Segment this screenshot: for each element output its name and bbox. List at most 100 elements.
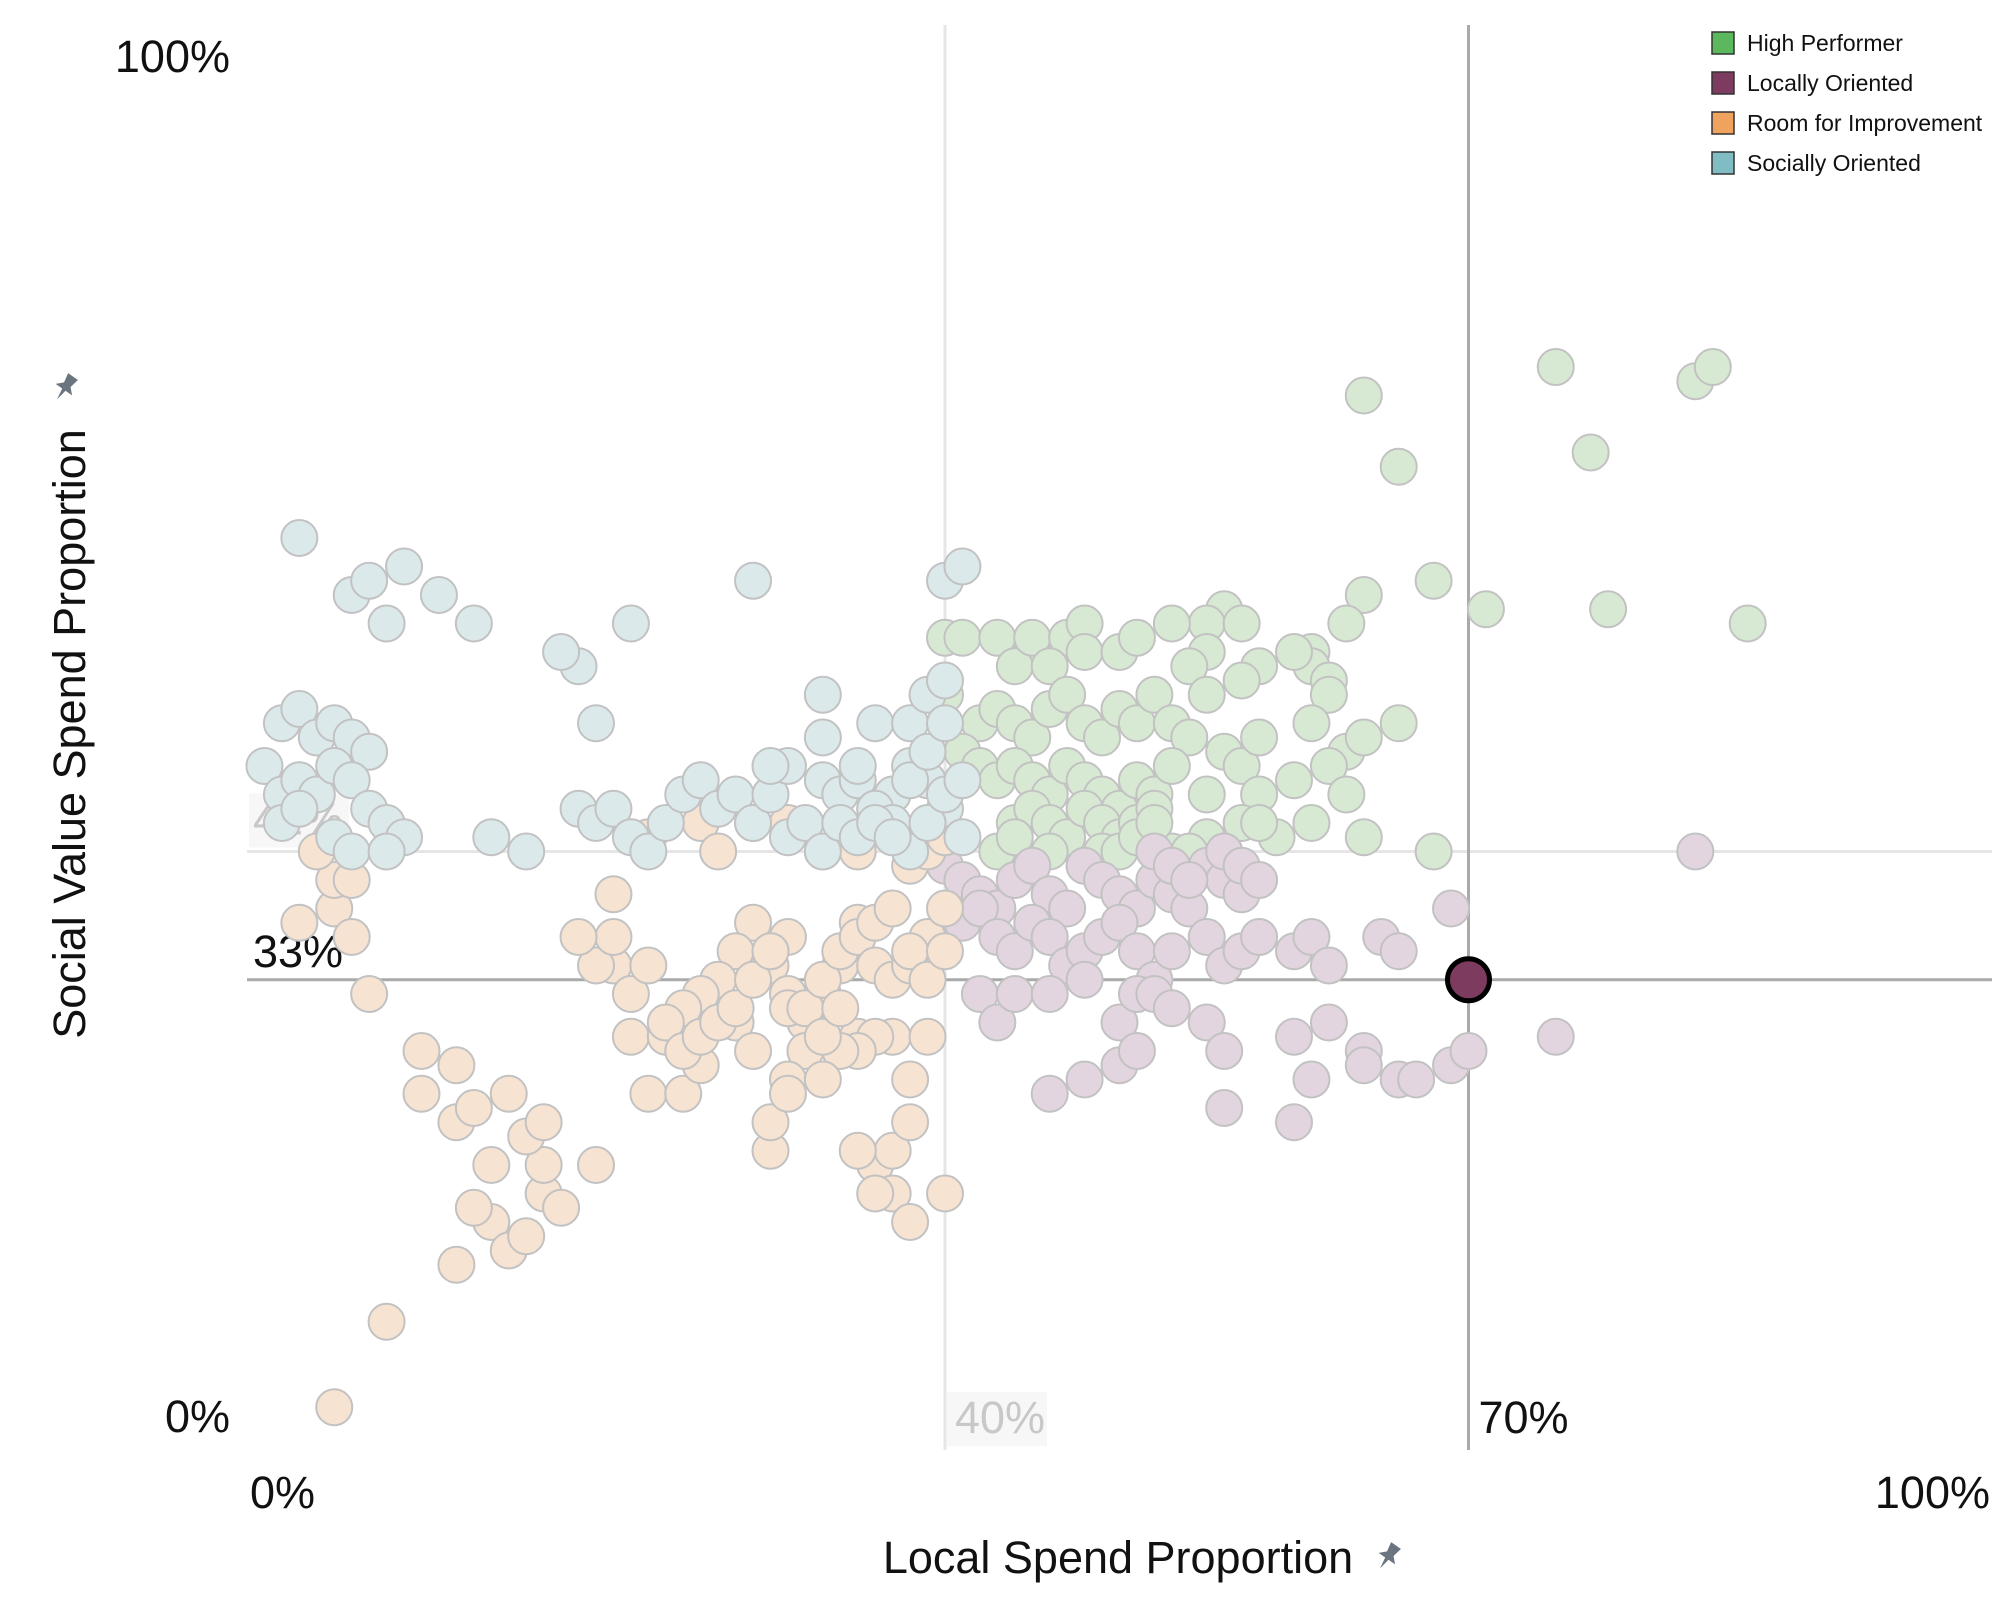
data-point[interactable] — [1344, 1046, 1383, 1085]
data-point[interactable] — [751, 1103, 790, 1142]
x-axis-pin-icon[interactable] — [1372, 1540, 1404, 1574]
data-point[interactable] — [489, 1074, 528, 1113]
data-point[interactable] — [1187, 675, 1226, 714]
data-point[interactable] — [1030, 918, 1069, 956]
data-point[interactable] — [926, 932, 964, 971]
data-point[interactable] — [454, 604, 493, 643]
data-point[interactable] — [891, 761, 930, 800]
data-point[interactable] — [1536, 1017, 1575, 1056]
data-point[interactable] — [472, 818, 511, 857]
data-point[interactable] — [1240, 861, 1279, 899]
data-point[interactable] — [856, 704, 895, 743]
y-axis-pin-icon[interactable] — [49, 371, 81, 405]
data-point[interactable] — [542, 633, 581, 671]
data-point[interactable] — [1292, 1060, 1331, 1099]
legend-item[interactable]: Socially Oriented — [1711, 150, 1921, 176]
data-point[interactable] — [280, 690, 319, 728]
data-point[interactable] — [1152, 747, 1191, 785]
data-point[interactable] — [734, 804, 773, 842]
data-point[interactable] — [943, 761, 982, 800]
data-point[interactable] — [1013, 846, 1052, 885]
data-point[interactable] — [734, 903, 773, 942]
data-point[interactable] — [734, 960, 773, 999]
data-point[interactable] — [629, 1074, 668, 1113]
data-point[interactable] — [1275, 761, 1313, 800]
data-point[interactable] — [472, 1146, 511, 1184]
data-point[interactable] — [908, 960, 947, 999]
data-point[interactable] — [1676, 832, 1715, 871]
data-point[interactable] — [908, 732, 947, 771]
data-point[interactable] — [1065, 633, 1104, 671]
data-point[interactable] — [1222, 661, 1261, 700]
data-point[interactable] — [1083, 718, 1122, 757]
data-point[interactable] — [1292, 704, 1331, 743]
data-point[interactable] — [891, 1103, 930, 1142]
data-point[interactable] — [611, 604, 650, 643]
data-point[interactable] — [1728, 604, 1767, 643]
data-point[interactable] — [280, 903, 319, 942]
data-point[interactable] — [1275, 1103, 1313, 1142]
data-point[interactable] — [1152, 932, 1191, 971]
data-point[interactable] — [1379, 704, 1418, 743]
data-point[interactable] — [768, 1074, 807, 1113]
data-point[interactable] — [926, 704, 964, 743]
data-point[interactable] — [577, 704, 615, 743]
data-point[interactable] — [1379, 447, 1418, 486]
data-point[interactable] — [803, 960, 842, 999]
data-point[interactable] — [367, 604, 406, 643]
data-point[interactable] — [873, 889, 912, 928]
data-point[interactable] — [611, 1017, 650, 1056]
data-point[interactable] — [594, 918, 633, 956]
data-point[interactable] — [1170, 861, 1209, 899]
data-point[interactable] — [646, 804, 685, 842]
data-point[interactable] — [803, 1017, 842, 1056]
data-point[interactable] — [367, 832, 406, 871]
data-point[interactable] — [1013, 718, 1052, 757]
data-point[interactable] — [1344, 818, 1383, 857]
data-point[interactable] — [245, 747, 284, 785]
data-point[interactable] — [332, 918, 371, 956]
data-point[interactable] — [1344, 718, 1383, 757]
data-point[interactable] — [507, 1217, 546, 1256]
data-point[interactable] — [454, 1089, 493, 1127]
data-point[interactable] — [1397, 1060, 1436, 1099]
data-point[interactable] — [1414, 832, 1453, 871]
data-point[interactable] — [1152, 604, 1191, 643]
data-point[interactable] — [803, 675, 842, 714]
data-point[interactable] — [681, 761, 720, 800]
data-point[interactable] — [1309, 946, 1348, 985]
data-point[interactable] — [891, 1203, 930, 1241]
data-point[interactable] — [978, 1003, 1017, 1042]
data-point[interactable] — [943, 818, 982, 857]
data-point[interactable] — [524, 1146, 563, 1184]
data-point[interactable] — [838, 747, 877, 785]
data-point[interactable] — [629, 946, 668, 985]
data-point[interactable] — [1135, 675, 1174, 714]
legend-item[interactable]: Locally Oriented — [1711, 70, 1913, 96]
data-point[interactable] — [1065, 1060, 1104, 1099]
data-point[interactable] — [280, 519, 319, 557]
data-point[interactable] — [1344, 576, 1383, 614]
data-point[interactable] — [1048, 675, 1087, 714]
selected-data-point[interactable] — [1445, 956, 1492, 1004]
data-point[interactable] — [1379, 932, 1418, 971]
data-point[interactable] — [995, 932, 1034, 971]
data-point[interactable] — [1100, 903, 1139, 942]
data-point[interactable] — [926, 889, 964, 928]
data-point[interactable] — [926, 1174, 964, 1213]
data-point[interactable] — [1187, 775, 1226, 814]
data-point[interactable] — [1030, 647, 1069, 686]
data-point[interactable] — [1309, 747, 1348, 785]
data-point[interactable] — [611, 975, 650, 1013]
data-point[interactable] — [803, 832, 842, 871]
data-point[interactable] — [908, 1017, 947, 1056]
data-point[interactable] — [1309, 1003, 1348, 1042]
data-point[interactable] — [1344, 376, 1383, 415]
legend-item[interactable]: Room for Improvement — [1711, 110, 1983, 136]
data-point[interactable] — [803, 1060, 842, 1099]
data-point[interactable] — [1240, 918, 1279, 956]
data-point[interactable] — [280, 789, 319, 828]
data-point[interactable] — [821, 989, 860, 1028]
legend-item[interactable]: High Performer — [1711, 30, 1903, 56]
data-point[interactable] — [1327, 604, 1366, 643]
